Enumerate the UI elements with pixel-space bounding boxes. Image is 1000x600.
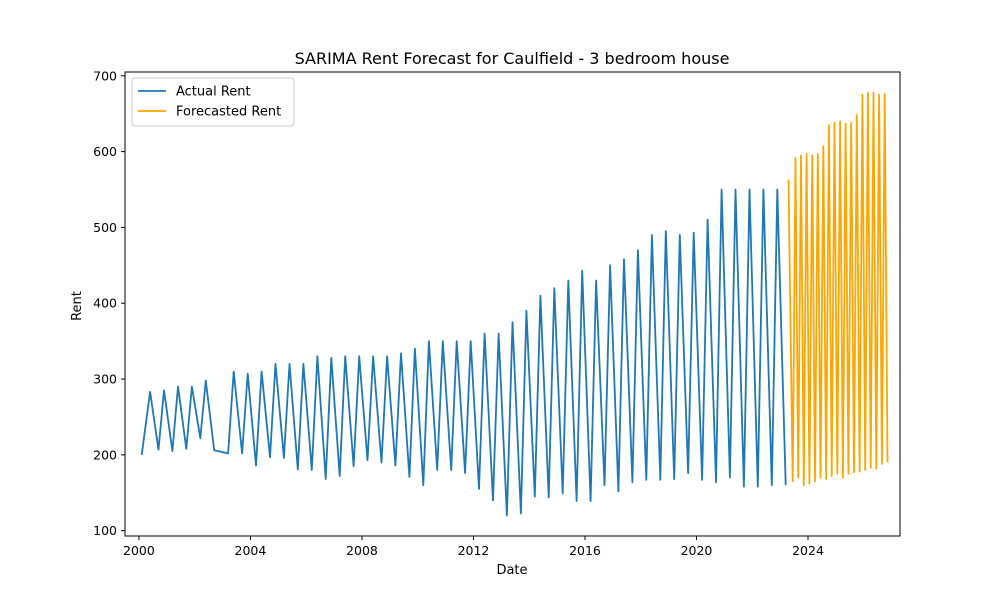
x-tick-label: 2016: [569, 543, 601, 558]
legend: Actual Rent Forecasted Rent: [131, 77, 295, 127]
x-axis-label: Date: [496, 563, 527, 578]
y-tick-label: 200: [93, 447, 117, 462]
y-axis-label: Rent: [70, 291, 85, 321]
x-tick-label: 2000: [123, 543, 155, 558]
y-tick-label: 500: [93, 220, 117, 235]
plot-frame: [124, 71, 901, 537]
x-tick-label: 2008: [346, 543, 378, 558]
y-axis-ticks: 100 200 300 400 500 600 700: [93, 68, 125, 538]
y-tick-label: 100: [93, 523, 117, 538]
x-tick-label: 2024: [792, 543, 824, 558]
y-tick-label: 400: [93, 296, 117, 311]
y-tick-label: 600: [93, 144, 117, 159]
x-tick-label: 2012: [458, 543, 490, 558]
legend-label: Forecasted Rent: [176, 105, 281, 120]
x-axis-ticks: 2000 2004 2008 2012 2016 2020 2024: [123, 536, 824, 558]
series-layer: [140, 91, 889, 517]
x-tick-label: 2004: [235, 543, 267, 558]
legend-box: [131, 77, 295, 127]
series-line-forecasted-rent: [787, 91, 889, 487]
y-tick-label: 700: [93, 68, 117, 83]
chart-title: SARIMA Rent Forecast for Caulfield - 3 b…: [295, 49, 730, 68]
legend-label: Actual Rent: [176, 85, 251, 100]
y-tick-label: 300: [93, 372, 117, 387]
x-tick-label: 2020: [681, 543, 713, 558]
series-line-actual-rent: [140, 188, 787, 517]
